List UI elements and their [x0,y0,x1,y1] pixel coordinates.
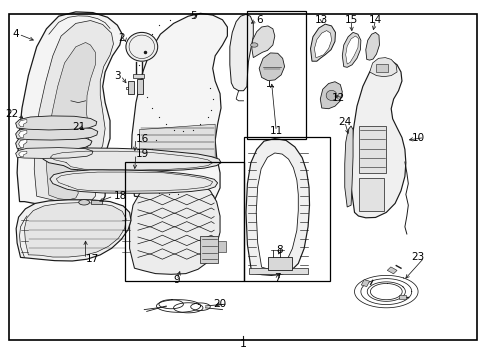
Text: 12: 12 [331,93,344,103]
Text: 22: 22 [5,109,19,120]
Text: 3: 3 [114,71,121,81]
Text: 6: 6 [256,15,263,25]
Polygon shape [251,26,274,58]
Polygon shape [229,14,253,91]
Bar [246,11,305,139]
Bar [386,267,396,274]
Bar [133,74,143,78]
Bar [361,280,369,287]
Polygon shape [369,58,396,77]
Polygon shape [24,203,126,257]
Ellipse shape [325,90,336,100]
Bar [217,241,226,252]
Bar [137,79,143,94]
Text: 9: 9 [173,275,180,285]
Polygon shape [17,12,122,212]
Text: 20: 20 [212,299,225,309]
Bar [128,81,134,94]
Polygon shape [131,13,227,207]
Polygon shape [50,170,217,193]
Polygon shape [320,82,342,109]
Polygon shape [43,148,221,171]
Polygon shape [310,24,335,61]
Text: 2: 2 [118,33,124,43]
Polygon shape [249,268,307,274]
Polygon shape [256,153,298,269]
Text: 8: 8 [276,245,283,255]
Bar [91,200,102,204]
Polygon shape [314,31,331,58]
Bar [375,64,387,72]
Polygon shape [245,139,309,275]
Bar [267,257,292,270]
Text: 4: 4 [12,29,19,39]
Polygon shape [19,151,27,157]
Ellipse shape [250,43,258,47]
Text: 7: 7 [274,273,281,283]
Ellipse shape [79,199,89,205]
Text: 21: 21 [72,122,85,132]
Polygon shape [16,127,98,140]
Polygon shape [46,42,95,200]
Polygon shape [345,36,358,64]
Bar [398,295,406,299]
Text: 18: 18 [113,191,126,201]
Bar [359,126,386,173]
Polygon shape [344,126,352,207]
Text: 10: 10 [410,132,424,143]
Polygon shape [365,32,379,60]
Polygon shape [16,148,93,158]
Polygon shape [259,53,284,81]
Bar [244,137,329,281]
Text: 23: 23 [410,252,424,262]
Polygon shape [16,200,131,261]
Text: 5: 5 [189,11,196,21]
Polygon shape [19,120,27,127]
Text: 24: 24 [337,117,351,127]
Text: 11: 11 [269,126,283,136]
Ellipse shape [125,32,157,61]
Text: 17: 17 [85,254,99,264]
Polygon shape [16,116,97,130]
Polygon shape [34,21,113,204]
Bar [200,236,217,263]
Text: 15: 15 [344,15,357,25]
Text: 14: 14 [368,15,382,25]
Polygon shape [350,59,405,218]
Polygon shape [19,139,27,148]
Polygon shape [342,32,360,67]
Polygon shape [16,135,92,150]
Text: 16: 16 [136,134,149,144]
Text: 1: 1 [239,339,246,349]
Bar [124,162,244,281]
Text: 13: 13 [314,15,328,25]
Polygon shape [19,130,27,138]
Text: 19: 19 [136,149,149,159]
Bar [359,178,383,211]
Polygon shape [129,178,220,274]
Polygon shape [139,124,215,167]
